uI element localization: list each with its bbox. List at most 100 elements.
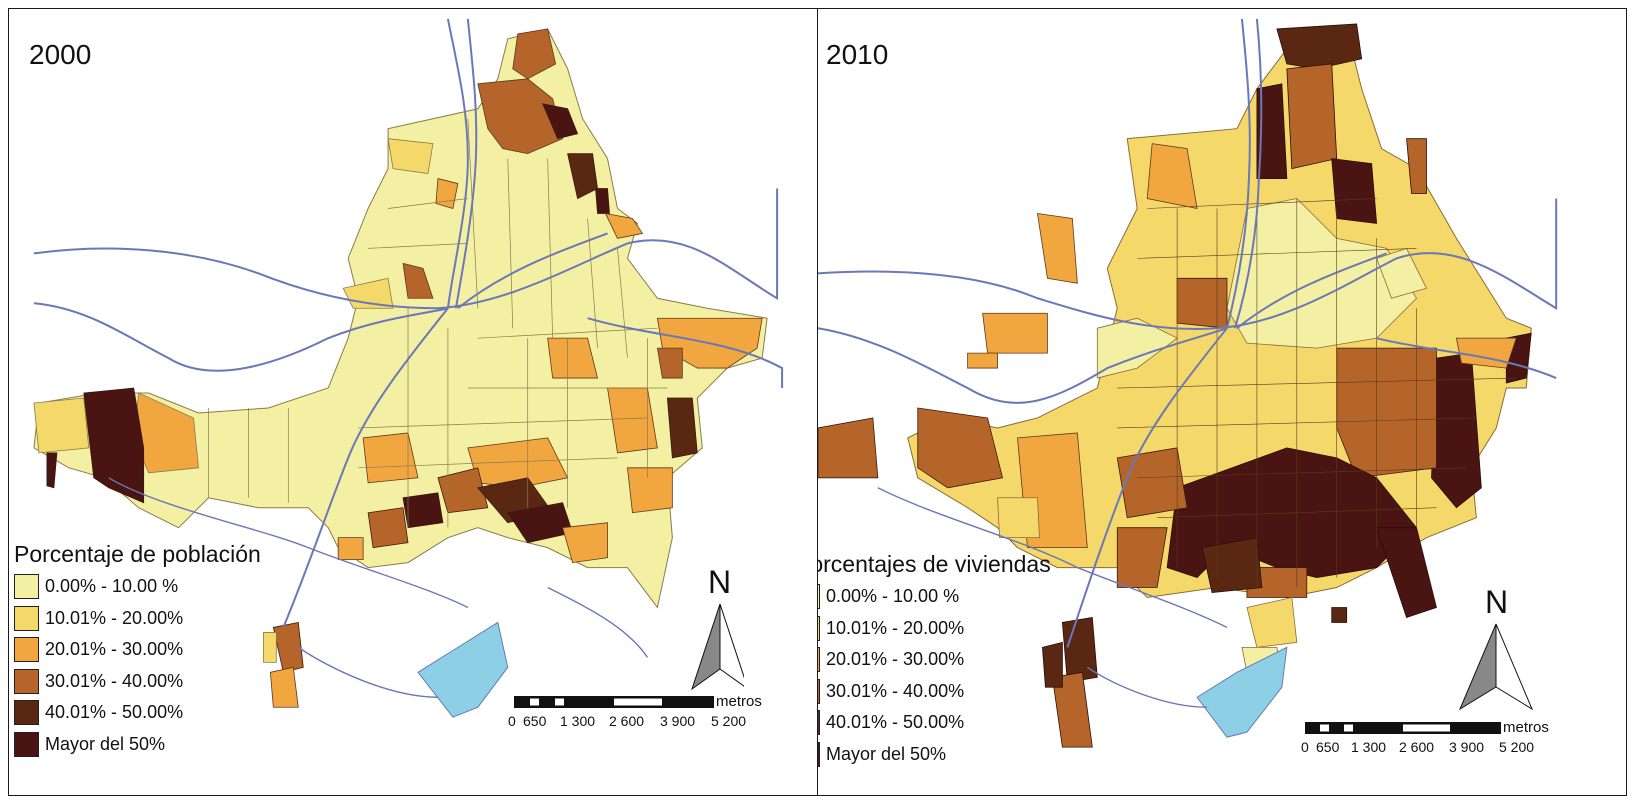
legend-label: 20.01% - 30.00%	[45, 639, 184, 660]
district	[1455, 337, 1517, 369]
legend-swatch	[14, 574, 39, 600]
scale-tick: 650	[523, 713, 547, 729]
district	[1331, 607, 1348, 623]
legend-item: Mayor del 50%	[14, 729, 261, 761]
north-arrow-icon	[691, 603, 744, 691]
scale-tick: 0	[508, 713, 516, 729]
district	[402, 262, 434, 299]
scale-bar-graphic	[514, 696, 714, 708]
district	[387, 138, 434, 175]
map-panel-2010: 2010 Porcentajes de viviendas 0.00% - 10…	[817, 8, 1627, 796]
north-arrow: N	[1458, 584, 1538, 719]
district	[435, 178, 459, 209]
district	[362, 432, 419, 484]
scale-tick: 1 300	[1351, 739, 1387, 755]
legend-swatch	[818, 678, 820, 704]
district	[1331, 158, 1378, 224]
district	[1051, 671, 1093, 748]
district	[437, 467, 489, 514]
district	[1276, 23, 1363, 70]
legend-swatch	[818, 647, 820, 673]
district	[604, 212, 644, 239]
legend-swatch	[14, 668, 39, 694]
legend-label: 40.01% - 50.00%	[826, 712, 965, 733]
north-arrow-icon	[1458, 623, 1534, 711]
district	[997, 497, 1040, 539]
scale-ticks: 0 650 1 300 2 600 3 900 5 200	[1301, 739, 1534, 755]
scale-tick: 3 900	[1449, 739, 1485, 755]
district	[1376, 527, 1437, 618]
district	[666, 397, 698, 459]
legend-item: 30.01% - 40.00%	[818, 676, 1051, 708]
legend-title: Porcentajes de viviendas	[817, 551, 1051, 577]
legend-label: 20.01% - 30.00%	[826, 649, 965, 670]
district	[402, 492, 444, 529]
legend-item: 10.01% - 20.00%	[818, 613, 1051, 645]
scale-tick: 5 200	[1499, 739, 1535, 755]
scale-tick: 650	[1316, 739, 1340, 755]
choropleth-map-2000	[33, 18, 784, 718]
legend: Porcentaje de población 0.00% - 10.00 % …	[14, 541, 261, 760]
district	[46, 452, 58, 489]
tract-boundaries	[1117, 198, 1517, 588]
district	[967, 352, 998, 369]
scale-tick: 3 900	[660, 713, 696, 729]
district	[595, 188, 610, 214]
district	[477, 78, 564, 155]
legend-title: Porcentaje de población	[14, 541, 261, 567]
scale-ticks: 0 650 1 300 2 600 3 900 5 200	[508, 713, 746, 729]
legend-swatch	[14, 700, 39, 726]
legend-swatch	[818, 741, 820, 767]
legend-item: 20.01% - 30.00%	[818, 644, 1051, 676]
district	[1246, 597, 1298, 648]
legend-item: 30.01% - 40.00%	[14, 666, 261, 698]
district	[262, 632, 277, 663]
legend-swatch	[818, 615, 820, 641]
legend-swatch	[818, 710, 820, 736]
legend-label: 0.00% - 10.00 %	[826, 586, 960, 607]
tract-boundaries	[208, 118, 668, 528]
choropleth-map-2010	[818, 18, 1558, 748]
district	[627, 467, 673, 514]
legend-label: Mayor del 50%	[45, 733, 166, 754]
district	[917, 407, 1004, 489]
legend-swatch	[14, 637, 39, 663]
scale-unit: metros	[716, 693, 762, 710]
year-label: 2000	[29, 39, 92, 70]
north-label: N	[1485, 584, 1509, 620]
legend: Porcentajes de viviendas 0.00% - 10.00 %…	[817, 551, 1051, 770]
district	[33, 397, 90, 454]
scale-bar: metros 0 650 1 300 2 600 3 900 5 200	[1301, 717, 1565, 767]
district	[982, 312, 1048, 354]
district	[1256, 83, 1288, 179]
roads	[108, 477, 649, 698]
scale-tick: 2 600	[1399, 739, 1435, 755]
district	[1406, 138, 1427, 194]
scale-bar: metros 0 650 1 300 2 600 3 900 5 200	[508, 691, 774, 741]
legend-item: 40.01% - 50.00%	[818, 707, 1051, 739]
scale-tick: 0	[1301, 739, 1309, 755]
legend-item: 10.01% - 20.00%	[14, 603, 261, 635]
map-panel-2000: 2000 Porcentaje de población 0.00% - 10.…	[8, 8, 818, 796]
district	[1096, 317, 1178, 379]
legend-swatch	[14, 605, 39, 631]
scale-unit: metros	[1503, 719, 1549, 736]
north-label: N	[708, 564, 732, 600]
district	[1201, 537, 1263, 593]
legend-label: 10.01% - 20.00%	[826, 617, 965, 638]
legend-item: 0.00% - 10.00 %	[818, 581, 1051, 613]
district	[1146, 143, 1198, 209]
north-arrow: N	[684, 564, 744, 694]
district	[83, 387, 145, 504]
district	[337, 537, 364, 560]
district	[562, 522, 608, 564]
district	[1336, 347, 1437, 479]
rivers	[33, 18, 784, 628]
legend-label: 30.01% - 40.00%	[826, 680, 965, 701]
rivers	[818, 18, 1558, 648]
district	[367, 507, 409, 549]
legend-label: 10.01% - 20.00%	[45, 607, 184, 628]
legend-label: 30.01% - 40.00%	[45, 670, 184, 691]
district	[269, 666, 299, 708]
